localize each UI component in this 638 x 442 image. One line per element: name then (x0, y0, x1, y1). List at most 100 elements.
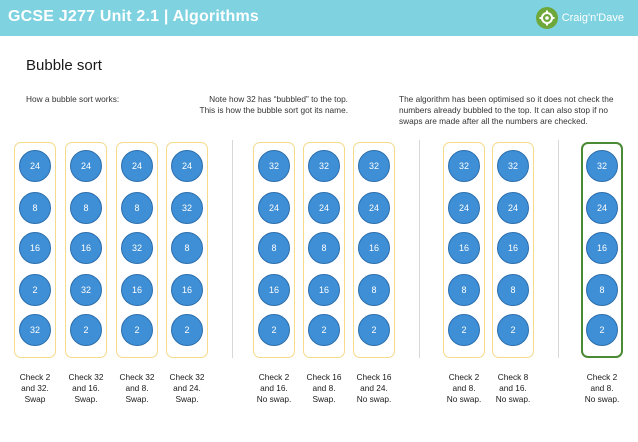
number-ball: 24 (448, 192, 480, 224)
step-caption: Check 2 and 8. No swap. (575, 372, 629, 405)
number-ball: 2 (19, 274, 51, 306)
number-ball: 8 (70, 192, 102, 224)
number-ball: 32 (258, 150, 290, 182)
note-line: How a bubble sort works: (26, 94, 120, 104)
logo: Craig'n'Dave (535, 7, 624, 29)
caption-line: Swap. (125, 394, 149, 404)
step-column (253, 142, 295, 358)
number-ball: 8 (497, 274, 529, 306)
number-ball: 24 (70, 150, 102, 182)
step-column (166, 142, 208, 358)
number-ball: 2 (171, 314, 203, 346)
note-how-it-works: How a bubble sort works: (26, 94, 119, 105)
caption-line: Check 32 (169, 372, 205, 382)
logo-text: Craig'n'Dave (561, 12, 624, 24)
step-column (353, 142, 395, 358)
number-ball: 16 (358, 232, 390, 264)
caption-line: No swap. (584, 394, 620, 404)
step-column (14, 142, 56, 358)
number-ball: 24 (308, 192, 340, 224)
caption-line: No swap. (495, 394, 531, 404)
caption-line: and 24. (360, 383, 388, 393)
number-ball: 24 (497, 192, 529, 224)
caption-line: Check 2 (19, 372, 51, 382)
number-ball: 8 (121, 192, 153, 224)
number-ball: 24 (258, 192, 290, 224)
caption-line: and 24. (173, 383, 201, 393)
caption-line: Check 2 (448, 372, 480, 382)
number-ball: 32 (358, 150, 390, 182)
caption-line: Swap. (312, 394, 336, 404)
number-ball: 2 (358, 314, 390, 346)
page-title: Bubble sort (26, 57, 102, 74)
caption-line: and 16. (260, 383, 288, 393)
number-ball: 2 (448, 314, 480, 346)
sorted-column (581, 142, 623, 358)
number-ball: 24 (19, 150, 51, 182)
header-bar: GCSE J277 Unit 2.1 | Algorithms Craig'n'… (0, 0, 638, 36)
number-ball: 32 (308, 150, 340, 182)
number-ball: 16 (258, 274, 290, 306)
caption-line: and 8. (125, 383, 149, 393)
pass-divider (558, 140, 559, 358)
step-caption: Check 32 and 24. Swap. (160, 372, 214, 405)
caption-line: Swap. (74, 394, 98, 404)
number-ball: 32 (448, 150, 480, 182)
note-optimised: The algorithm has been optimised so it d… (399, 94, 621, 127)
number-ball: 32 (171, 192, 203, 224)
pass-divider (419, 140, 420, 358)
header-title: GCSE J277 Unit 2.1 | Algorithms (8, 8, 260, 25)
caption-line: No swap. (256, 394, 292, 404)
step-column (492, 142, 534, 358)
number-ball: 24 (358, 192, 390, 224)
caption-line: and 16. (72, 383, 100, 393)
number-ball: 32 (70, 274, 102, 306)
number-ball: 8 (586, 274, 618, 306)
caption-line: Swap. (175, 394, 199, 404)
number-ball: 8 (171, 232, 203, 264)
step-caption: Check 2 and 32. Swap (8, 372, 62, 405)
caption-line: No swap. (446, 394, 482, 404)
caption-line: Check 8 (497, 372, 529, 382)
number-ball: 2 (497, 314, 529, 346)
number-ball: 8 (308, 232, 340, 264)
step-column (65, 142, 107, 358)
number-ball: 32 (497, 150, 529, 182)
number-ball: 24 (171, 150, 203, 182)
caption-line: and 8. (452, 383, 476, 393)
step-caption: Check 16 and 8. Swap. (297, 372, 351, 405)
caption-line: No swap. (356, 394, 392, 404)
caption-line: Check 2 (258, 372, 290, 382)
caption-line: and 8. (312, 383, 336, 393)
number-ball: 2 (258, 314, 290, 346)
step-caption: Check 2 and 8. No swap. (437, 372, 491, 405)
number-ball: 24 (586, 192, 618, 224)
number-ball: 16 (19, 232, 51, 264)
note-line: numbers already bubbled to the top. It c… (399, 105, 608, 115)
step-caption: Check 8 and 16. No swap. (486, 372, 540, 405)
number-ball: 8 (258, 232, 290, 264)
number-ball: 2 (70, 314, 102, 346)
step-column (443, 142, 485, 358)
number-ball: 16 (171, 274, 203, 306)
step-caption: Check 16 and 24. No swap. (347, 372, 401, 405)
number-ball: 32 (586, 150, 618, 182)
number-ball: 2 (308, 314, 340, 346)
pass-divider (232, 140, 233, 358)
number-ball: 16 (121, 274, 153, 306)
caption-line: Swap (24, 394, 46, 404)
caption-line: Check 32 (119, 372, 155, 382)
logo-gear-icon (535, 7, 558, 29)
number-ball: 2 (586, 314, 618, 346)
caption-line: and 8. (590, 383, 614, 393)
step-column (303, 142, 345, 358)
caption-line: Check 32 (68, 372, 104, 382)
note-bubbled: Note how 32 has “bubbled” to the top. Th… (170, 94, 349, 116)
caption-line: and 32. (21, 383, 49, 393)
step-column (116, 142, 158, 358)
number-ball: 32 (19, 314, 51, 346)
caption-line: and 16. (499, 383, 527, 393)
caption-line: Check 16 (306, 372, 342, 382)
caption-line: Check 16 (356, 372, 392, 382)
number-ball: 8 (358, 274, 390, 306)
